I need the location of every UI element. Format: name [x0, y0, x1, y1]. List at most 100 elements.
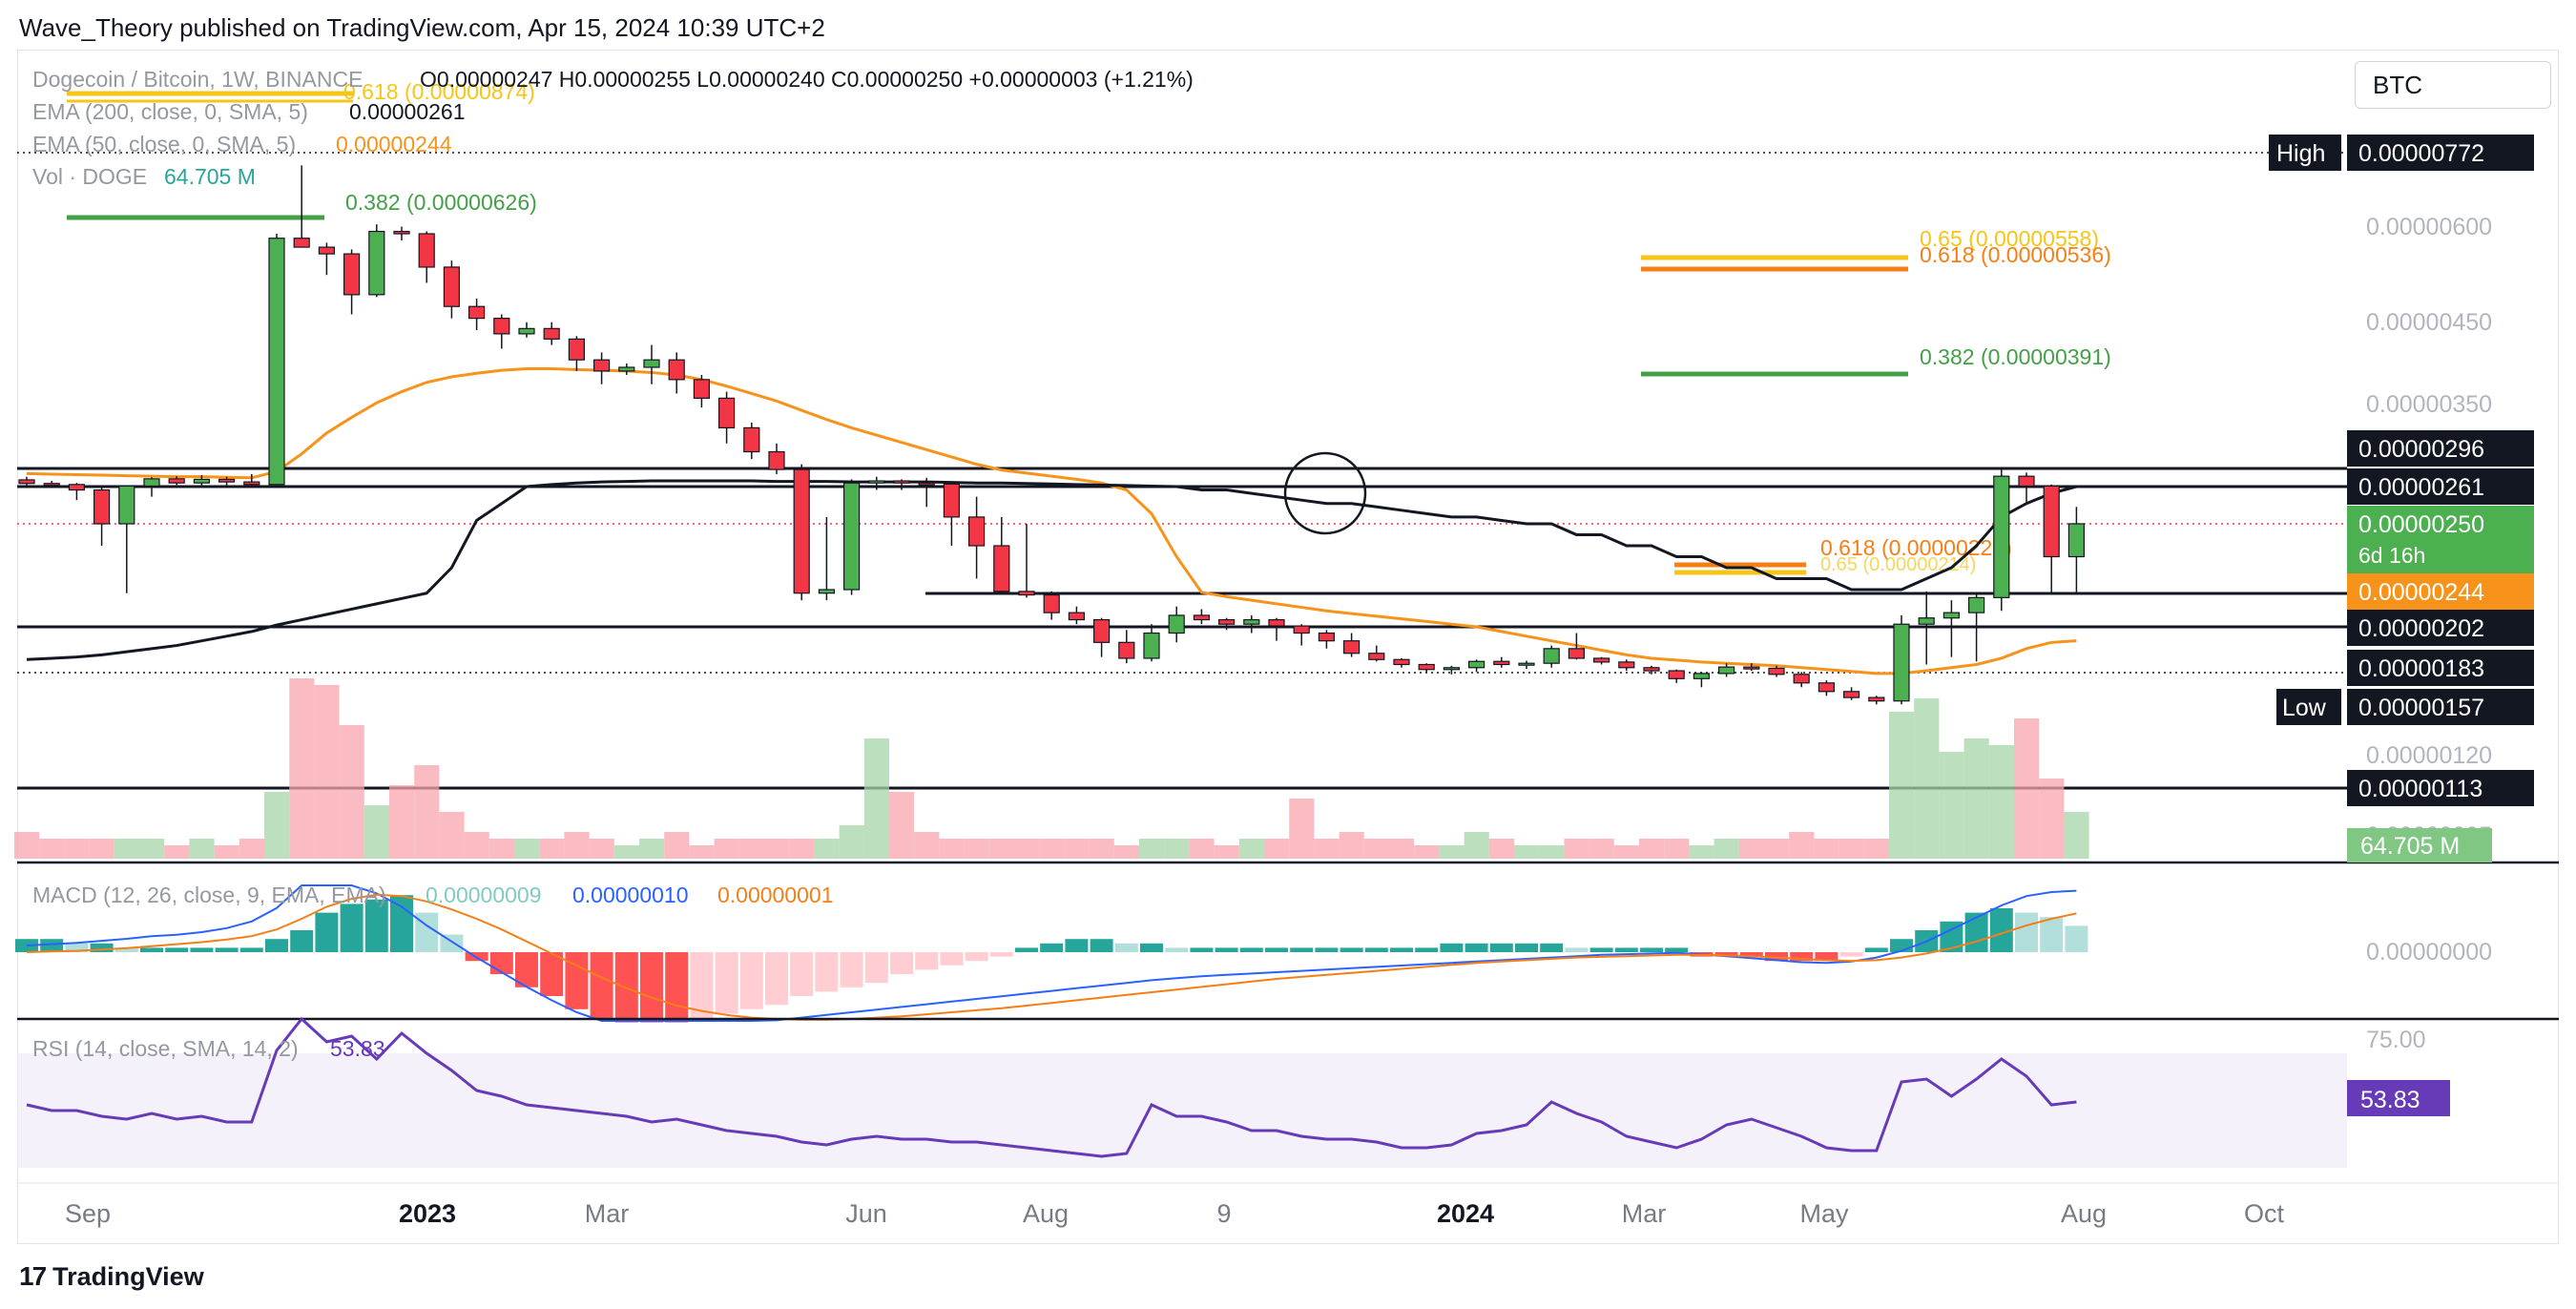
volume-bar	[89, 839, 114, 859]
time-axis-label: Mar	[585, 1199, 630, 1228]
volume-bar	[764, 839, 790, 859]
tradingview-logo-icon: 17	[19, 1261, 47, 1291]
candle-body	[818, 589, 836, 594]
time-axis-label: 2023	[399, 1199, 456, 1228]
macd-hist-bar	[840, 952, 863, 987]
low-word-bg	[2276, 689, 2341, 725]
macd-hist-bar	[1614, 947, 1638, 952]
rsi-axis-tick: 75.00	[2366, 1027, 2426, 1053]
fib-label-65: 0.65 (0.00000558)	[1920, 226, 2099, 251]
last-price-tag: 0.00000250	[2358, 511, 2484, 538]
compare-symbol-box[interactable]: BTC	[2355, 61, 2551, 109]
macd-hist-bar	[1839, 952, 1863, 957]
candle-body	[543, 327, 560, 340]
volume-bar	[439, 812, 465, 859]
tradingview-logo[interactable]: 17 TradingView	[19, 1261, 204, 1292]
macd-hist-bar	[1465, 943, 1488, 952]
macd-hist-bar	[1114, 943, 1138, 952]
price-axis-tick: 0.00000350	[2366, 391, 2492, 418]
macd-hist-bar	[815, 952, 839, 992]
volume-bar	[1339, 832, 1364, 859]
macd-hist-bar	[90, 943, 114, 952]
volume-bar	[289, 678, 315, 859]
time-axis-label: Oct	[2244, 1199, 2285, 1228]
price-tag-113: 0.00000113	[2358, 776, 2483, 802]
ema50-legend: EMA (50, close, 0, SMA, 5)	[32, 132, 297, 156]
candle-body	[1293, 625, 1310, 634]
macd-hist-bar	[690, 952, 714, 1018]
macd-hist-bar	[1714, 952, 1738, 957]
time-axis-label: 9	[1216, 1199, 1231, 1228]
candle-body	[842, 482, 861, 591]
macd-hist-bar	[1239, 947, 1263, 952]
volume-bar	[314, 685, 340, 859]
ema50-line	[26, 367, 2077, 675]
candle-body	[568, 338, 586, 361]
candle-body	[1842, 691, 1860, 698]
macd-hist-bar	[1790, 952, 1814, 962]
candle-body	[193, 478, 210, 484]
candle-body	[1393, 658, 1410, 666]
time-axis-label: Jun	[845, 1199, 887, 1228]
ema200-line	[26, 479, 2077, 661]
candle-body	[1342, 640, 1361, 654]
macd-hist-bar	[239, 947, 263, 952]
macd-hist-bar	[1964, 912, 1988, 952]
macd-hist-bar	[1315, 947, 1339, 952]
price-axis-tick: 0.00000600	[2366, 214, 2492, 240]
high-price-tag: 0.00000772	[2358, 140, 2484, 167]
volume-bar	[613, 845, 639, 859]
rsi-line	[26, 1016, 2077, 1158]
macd-hist-bar	[1565, 947, 1589, 952]
price-tag-296: 0.00000296	[2358, 436, 2484, 463]
candle-body	[418, 233, 435, 268]
volume-bar	[114, 839, 139, 859]
fib-label-top-618: 0.618 (0.00000874)	[343, 79, 535, 104]
time-axis-label: Sep	[65, 1199, 111, 1228]
volume-bar	[1189, 839, 1215, 859]
volume-bar	[1488, 839, 1514, 859]
volume-bar	[164, 845, 190, 859]
volume-bar	[1613, 845, 1639, 859]
fib-label-618: 0.618 (0.00000536)	[1920, 242, 2111, 267]
volume-bar	[189, 839, 215, 859]
macd-hist-bar	[540, 952, 564, 996]
price-axis-tick: 0.00000120	[2366, 742, 2492, 769]
macd-hist-bar	[864, 952, 888, 984]
price-tag-202-bg	[2347, 610, 2534, 646]
candle-body	[1618, 661, 1635, 669]
candle-body	[243, 481, 260, 486]
candle-body	[43, 483, 60, 487]
volume-bar	[1564, 839, 1589, 859]
ema200-value: 0.00000261	[349, 99, 466, 124]
candle-body	[793, 468, 810, 594]
macd-hist-bar	[1340, 947, 1363, 952]
candle-body	[1443, 667, 1461, 671]
time-axis-label: Aug	[1023, 1199, 1069, 1228]
macd-hist-bar	[114, 947, 138, 952]
macd-hist-bar	[1739, 952, 1763, 957]
macd-hist-bar	[1190, 947, 1214, 952]
volume-bar	[539, 839, 565, 859]
macd-hist-bar	[440, 934, 464, 952]
price-tag-261: 0.00000261	[2358, 474, 2484, 501]
volume-bar	[1988, 745, 2014, 859]
candle-body	[318, 246, 335, 255]
volume-bar	[389, 785, 415, 859]
macd-hist-bar	[1390, 947, 1413, 952]
macd-hist-bar	[1364, 947, 1388, 952]
volume-bar	[1689, 845, 1714, 859]
candle-body	[1092, 618, 1111, 643]
volume-bar	[14, 832, 40, 859]
volume-bar	[939, 839, 965, 859]
macd-hist-bar	[40, 939, 64, 952]
volume-bar	[964, 839, 989, 859]
macd-hist-bar	[1215, 947, 1238, 952]
macd-hist-bar	[364, 899, 388, 952]
candle-body	[1942, 612, 1961, 619]
ema50-value: 0.00000244	[336, 132, 452, 156]
circle-annotation	[1283, 451, 1367, 535]
candle-body	[168, 478, 185, 484]
time-axis-label: Aug	[2061, 1199, 2107, 1228]
